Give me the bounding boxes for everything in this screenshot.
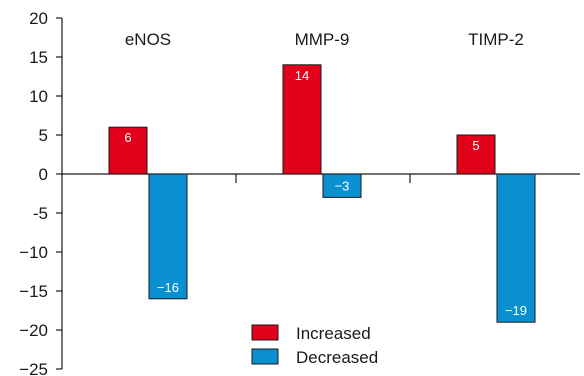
data-label: −16 — [157, 280, 179, 295]
y-tick-label: 10 — [29, 87, 48, 106]
bar-decreased-mmp-9 — [322, 173, 362, 198]
data-label: −3 — [335, 178, 350, 193]
category-label: TIMP-2 — [468, 30, 524, 49]
y-axis: 20 15 10 5 0 -5 −10 −15 −20 −25 — [19, 9, 63, 376]
legend-swatch — [251, 348, 279, 365]
bars: 6 14 5 −16 −3 −19 — [108, 64, 536, 323]
y-tick-label: −15 — [19, 282, 48, 301]
data-label: 14 — [295, 68, 309, 83]
legend-label: Increased — [296, 324, 371, 343]
y-tick-label: 5 — [39, 126, 48, 145]
category-labels: eNOS MMP-9 TIMP-2 — [125, 30, 524, 49]
bar-increased-mmp-9 — [282, 64, 322, 175]
bar-decreased-enos — [148, 173, 188, 300]
y-tick-label: 15 — [29, 48, 48, 67]
legend: Increased Decreased — [251, 324, 378, 367]
data-label: 6 — [124, 130, 131, 145]
y-tick-label: −20 — [19, 321, 48, 340]
y-tick-label: −25 — [19, 360, 48, 376]
y-tick-label: 20 — [29, 9, 48, 28]
data-label: 5 — [472, 138, 479, 153]
legend-label: Decreased — [296, 348, 378, 367]
y-tick-label: 0 — [39, 165, 48, 184]
category-label: eNOS — [125, 30, 171, 49]
bar-increased-enos — [108, 126, 148, 175]
bar-increased-timp-2 — [456, 134, 496, 175]
bar-decreased-timp-2 — [496, 173, 536, 323]
category-label: MMP-9 — [295, 30, 350, 49]
y-tick-label: −10 — [19, 243, 48, 262]
legend-swatch — [251, 324, 279, 341]
y-tick-label: -5 — [33, 204, 48, 223]
data-label: −19 — [505, 303, 527, 318]
